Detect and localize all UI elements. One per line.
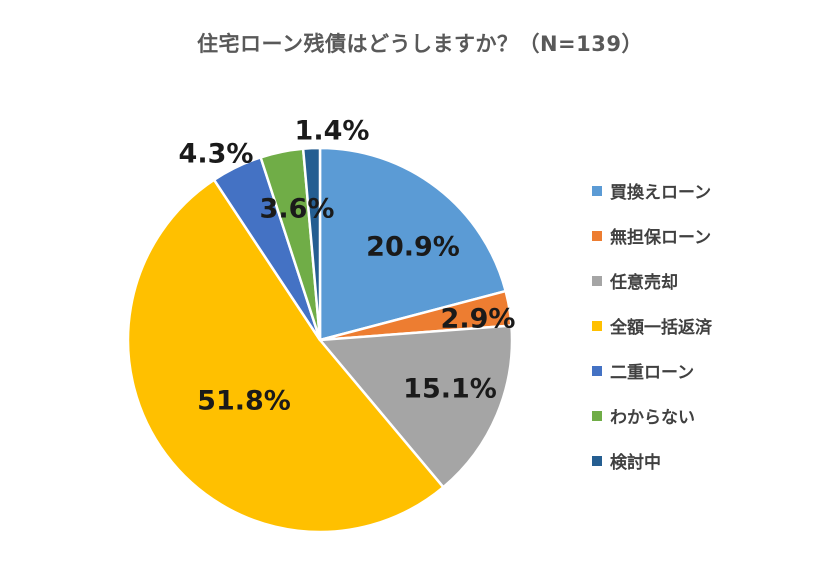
legend-item-lump-sum-repayment: 全額一括返済 <box>592 303 712 348</box>
pie-slice-buy-replacement-loan <box>318 146 507 342</box>
legend-item-unsecured-loan: 無担保ローン <box>592 213 712 258</box>
data-label-buy-replacement-loan: 20.9% <box>366 232 460 263</box>
pie-slice-lump-sum-repayment <box>126 178 445 534</box>
data-label-voluntary-sale: 15.1% <box>403 374 497 405</box>
legend-swatch <box>592 185 602 196</box>
legend-label: 任意売却 <box>610 273 678 293</box>
legend-item-double-loan: 二重ローン <box>592 348 712 393</box>
legend-swatch <box>592 365 602 376</box>
legend-label: 二重ローン <box>610 363 695 383</box>
legend-label: 検討中 <box>610 453 661 473</box>
chart-title: 住宅ローン残債はどうしますか？（N=139） <box>197 32 643 56</box>
data-label-dont-know: 3.6% <box>260 194 335 225</box>
legend-swatch <box>592 230 602 241</box>
legend-label: 買換えローン <box>610 183 712 203</box>
legend-item-dont-know: わからない <box>592 393 712 438</box>
legend-swatch <box>592 320 602 331</box>
pie-slices <box>126 146 514 534</box>
data-label-lump-sum-repayment: 51.8% <box>197 386 291 417</box>
data-label-double-loan: 4.3% <box>179 139 254 170</box>
legend-item-buy-replacement-loan: 買換えローン <box>592 168 712 213</box>
data-label-considering: 1.4% <box>295 116 370 147</box>
legend-item-considering: 検討中 <box>592 438 712 483</box>
legend-swatch <box>592 410 602 421</box>
legend-swatch <box>592 275 602 286</box>
pie-slice-voluntary-sale <box>318 324 514 489</box>
legend: 買換えローン 無担保ローン 任意売却全額一括返済 二重ローンわからない検討中 <box>592 168 712 483</box>
legend-label: わからない <box>610 408 695 428</box>
legend-swatch <box>592 455 602 466</box>
data-label-unsecured-loan: 2.9% <box>441 304 516 335</box>
legend-item-voluntary-sale: 任意売却 <box>592 258 712 303</box>
legend-label: 全額一括返済 <box>610 318 712 338</box>
pie-slice-considering <box>301 146 322 342</box>
pie-labels: 20.9% 2.9% 15.1% 51.8% 4.3%3.6% 1.4% <box>179 116 516 417</box>
legend-label: 無担保ローン <box>610 228 712 248</box>
